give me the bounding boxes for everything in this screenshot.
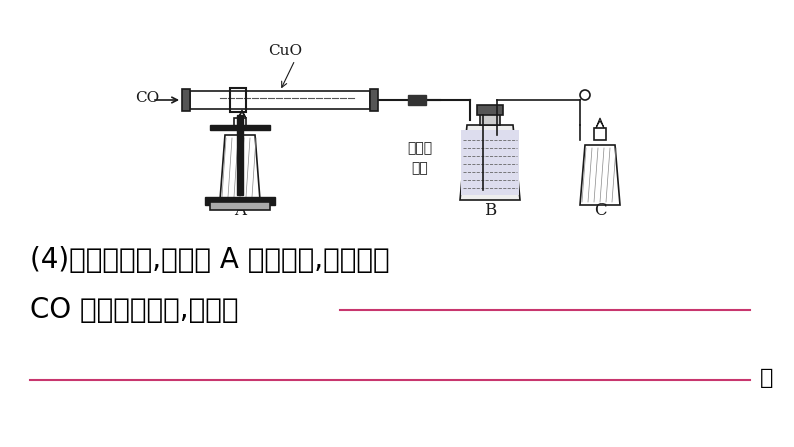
Text: CuO: CuO (268, 44, 302, 58)
Bar (237, 115, 243, 195)
Bar (461, 130, 519, 195)
Bar (210, 202, 270, 210)
Bar (370, 89, 378, 111)
Bar (210, 125, 270, 130)
Bar (234, 118, 246, 130)
Bar (230, 88, 246, 112)
Bar (480, 110, 500, 125)
Bar (182, 89, 190, 111)
Bar (477, 105, 503, 115)
Text: (4)实验结束后,先撤去 A 处酒精灯,继续通入: (4)实验结束后,先撤去 A 处酒精灯,继续通入 (30, 246, 390, 274)
Polygon shape (238, 110, 246, 118)
Text: CO 至玻璃管冷却,目的是: CO 至玻璃管冷却,目的是 (30, 296, 238, 324)
Text: 澄清石
灰水: 澄清石 灰水 (407, 141, 433, 175)
Bar (190, 91, 370, 109)
Bar (408, 95, 426, 105)
Polygon shape (596, 118, 604, 128)
Bar (205, 197, 275, 205)
Polygon shape (460, 125, 520, 200)
Bar (594, 128, 606, 140)
Text: B: B (484, 202, 496, 219)
Text: 。: 。 (760, 368, 773, 388)
Text: C: C (594, 202, 607, 219)
Text: A: A (234, 202, 246, 219)
Text: CO: CO (135, 91, 160, 105)
